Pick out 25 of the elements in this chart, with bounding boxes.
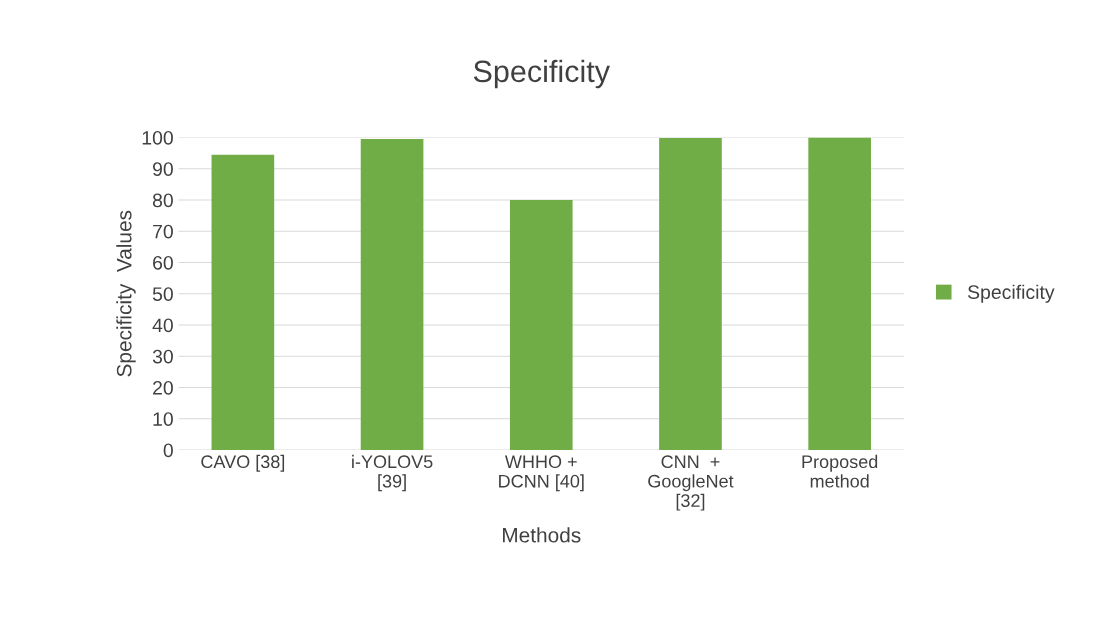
x-axis-title: Methods <box>503 527 581 543</box>
bar <box>808 137 871 450</box>
y-tick-label: 10 <box>153 412 173 426</box>
y-tick-label: 60 <box>153 255 173 270</box>
x-tick-label: i-YOLOV5 [39] <box>352 454 433 492</box>
bar <box>509 200 573 450</box>
y-tick-label: 50 <box>152 287 173 301</box>
x-tick-label: Proposed method <box>802 454 878 488</box>
y-tick-label: 80 <box>152 193 173 208</box>
chart-title: Specificity <box>473 59 610 89</box>
y-tick-label: 70 <box>153 224 173 239</box>
y-tick-label: 20 <box>153 380 173 395</box>
y-tick-label: 90 <box>152 162 173 176</box>
bar <box>360 139 424 450</box>
y-tick-label: 0 <box>163 443 173 458</box>
y-axis-title: Specificity Values <box>116 210 136 377</box>
x-tick-label: CAVO [38] <box>201 454 285 472</box>
legend-label: Specificity <box>967 284 1055 303</box>
y-tick-label: 40 <box>152 318 173 333</box>
x-tick-label: WHHO + DCNN [40] <box>499 455 584 492</box>
y-tick-label: 30 <box>152 349 173 364</box>
bar <box>211 154 275 450</box>
bar <box>659 138 722 450</box>
y-tick-label: 100 <box>142 130 173 145</box>
x-tick-label: CNN + GoogleNet [32] <box>648 455 734 511</box>
